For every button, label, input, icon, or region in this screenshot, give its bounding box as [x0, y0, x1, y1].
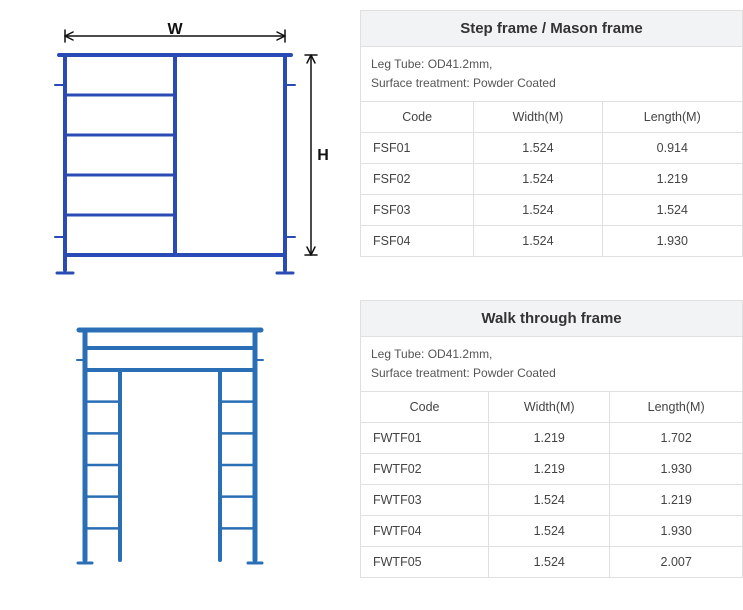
table-cell: 1.524 [489, 547, 610, 578]
table-cell: FSF04 [361, 226, 474, 257]
table-cell: FWTF03 [361, 485, 489, 516]
table-cell: 1.219 [610, 485, 742, 516]
col-header: Code [361, 392, 489, 423]
table-row: FSF031.5241.524 [361, 195, 742, 226]
col-header: Width(M) [474, 102, 602, 133]
table-cell: 1.930 [610, 516, 742, 547]
col-header: Width(M) [489, 392, 610, 423]
table-spec: Leg Tube: OD41.2mm, Surface treatment: P… [361, 337, 742, 392]
table-cell: 1.702 [610, 423, 742, 454]
table-row: FSF011.5240.914 [361, 133, 742, 164]
table-cell: FWTF05 [361, 547, 489, 578]
col-header: Code [361, 102, 474, 133]
table-cell: FSF03 [361, 195, 474, 226]
table-cell: 1.524 [489, 485, 610, 516]
table-cell: 1.524 [474, 164, 602, 195]
table-row: FWTF021.2191.930 [361, 454, 742, 485]
table-cell: 1.219 [602, 164, 742, 195]
section-walk-through: Walk through frame Leg Tube: OD41.2mm, S… [0, 300, 743, 580]
table-cell: FSF02 [361, 164, 474, 195]
table-row: FWTF011.2191.702 [361, 423, 742, 454]
table-cell: 1.524 [474, 195, 602, 226]
table-row: FWTF041.5241.930 [361, 516, 742, 547]
col-header: Length(M) [610, 392, 742, 423]
spec-line: Surface treatment: Powder Coated [371, 366, 556, 380]
spec-line: Leg Tube: OD41.2mm, [371, 347, 492, 361]
table-cell: 2.007 [610, 547, 742, 578]
table-cell: 1.524 [489, 516, 610, 547]
table-cell: FSF01 [361, 133, 474, 164]
table-cell: 1.524 [474, 226, 602, 257]
table-cell: FWTF01 [361, 423, 489, 454]
table-row: FWTF031.5241.219 [361, 485, 742, 516]
table-title: Walk through frame [361, 301, 742, 337]
svg-text:H: H [317, 147, 329, 164]
table-cell: 1.930 [602, 226, 742, 257]
diagram-step-frame: WH [0, 10, 340, 280]
table-cell: 1.219 [489, 423, 610, 454]
spec-line: Surface treatment: Powder Coated [371, 76, 556, 90]
table-cell: 1.524 [602, 195, 742, 226]
table-cell: FWTF02 [361, 454, 489, 485]
table-step-frame: Step frame / Mason frame Leg Tube: OD41.… [360, 10, 743, 257]
table-cell: 1.219 [489, 454, 610, 485]
spec-table: Code Width(M) Length(M) FSF011.5240.914F… [361, 102, 742, 256]
table-walk-through: Walk through frame Leg Tube: OD41.2mm, S… [360, 300, 743, 578]
table-row: FWTF051.5242.007 [361, 547, 742, 578]
spec-table: Code Width(M) Length(M) FWTF011.2191.702… [361, 392, 742, 577]
table-cell: 0.914 [602, 133, 742, 164]
table-row: FSF021.5241.219 [361, 164, 742, 195]
svg-text:W: W [167, 21, 183, 38]
table-row: FSF041.5241.930 [361, 226, 742, 257]
table-cell: 1.524 [474, 133, 602, 164]
table-spec: Leg Tube: OD41.2mm, Surface treatment: P… [361, 47, 742, 102]
spec-line: Leg Tube: OD41.2mm, [371, 57, 492, 71]
table-title: Step frame / Mason frame [361, 11, 742, 47]
col-header: Length(M) [602, 102, 742, 133]
table-cell: 1.930 [610, 454, 742, 485]
section-step-frame: WH Step frame / Mason frame Leg Tube: OD… [0, 10, 743, 280]
table-cell: FWTF04 [361, 516, 489, 547]
diagram-walk-through [0, 300, 340, 580]
